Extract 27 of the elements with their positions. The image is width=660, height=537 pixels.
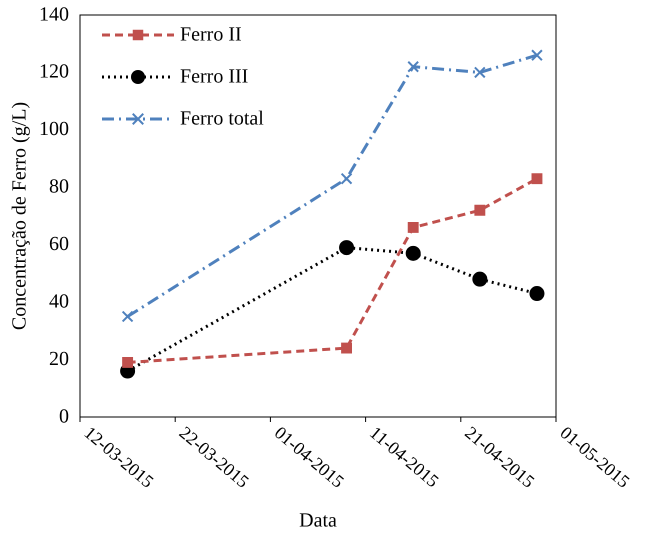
y-tick-label: 80 xyxy=(49,176,69,198)
legend-label: Ferro III xyxy=(180,65,248,88)
y-tick-label: 100 xyxy=(39,118,69,140)
legend-label: Ferro II xyxy=(180,23,242,46)
y-tick-label: 120 xyxy=(39,60,69,83)
y-tick-label: 60 xyxy=(49,232,69,255)
point xyxy=(341,342,352,354)
point xyxy=(122,356,134,368)
x-axis-title: Data xyxy=(299,509,337,532)
point xyxy=(340,172,353,185)
point xyxy=(531,49,543,62)
point xyxy=(408,222,419,233)
point xyxy=(474,204,486,216)
point xyxy=(406,246,421,261)
point xyxy=(474,66,486,78)
legend-label: Ferro total xyxy=(180,107,264,130)
y-tick-label: 0 xyxy=(59,405,69,428)
point xyxy=(472,272,488,287)
y-axis-title: Concentração de Ferro (g/L) xyxy=(8,102,30,330)
y-tick-label: 140 xyxy=(39,3,69,26)
point xyxy=(532,173,542,184)
point xyxy=(339,240,354,256)
y-tick-label: 40 xyxy=(49,290,69,312)
point xyxy=(529,286,544,302)
point xyxy=(407,60,420,73)
point xyxy=(122,310,134,322)
y-tick-label: 20 xyxy=(49,348,69,370)
